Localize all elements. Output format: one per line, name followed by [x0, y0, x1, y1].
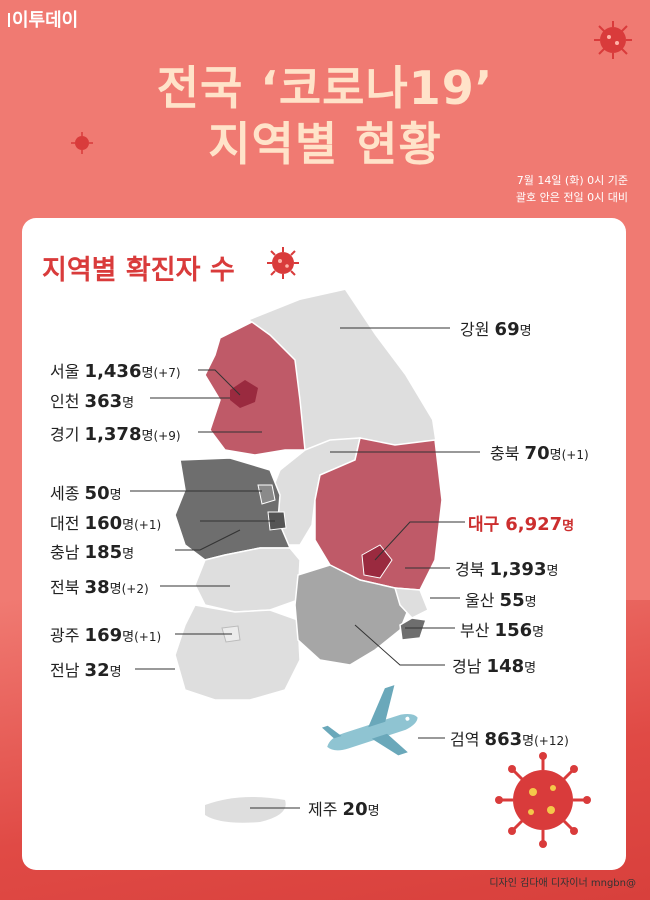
label-incheon: 인천 363명 — [50, 391, 135, 412]
page-title-line2: 지역별 현황 — [208, 117, 442, 171]
label-jeonbuk: 전북 38명(+2) — [50, 577, 149, 598]
label-gyeonggi: 경기 1,378명(+9) — [50, 424, 181, 445]
label-ulsan: 울산 55명 — [465, 590, 537, 611]
label-jeju: 제주 20명 — [308, 799, 380, 820]
leader-line — [374, 521, 465, 561]
basis-note: 7월 14일 (화) 0시 기준 괄호 안은 전일 0시 대비 — [516, 172, 628, 206]
region-jeju — [205, 796, 286, 823]
label-gyeongbuk: 경북 1,393명 — [455, 559, 559, 580]
region-ulsan — [393, 587, 429, 619]
label-daegu: 대구 6,927명 — [468, 514, 575, 535]
basis-date: 7월 14일 (화) 0시 기준 — [516, 174, 628, 187]
brand-logo: 이투데이 — [8, 6, 78, 32]
region-sejong — [257, 484, 276, 505]
basis-comparison: 괄호 안은 전일 0시 대비 — [515, 191, 628, 204]
credit-text: 디자인 김다애 디자이너 mngbn@ — [489, 878, 636, 889]
region-daejeon — [267, 511, 287, 531]
label-chungbuk: 충북 70명(+1) — [490, 443, 589, 464]
region-seoul — [230, 380, 258, 408]
leader-line — [354, 624, 445, 666]
label-gwangju: 광주 169명(+1) — [50, 625, 162, 646]
leader-line — [198, 369, 241, 396]
label-busan: 부산 156명 — [460, 620, 545, 641]
region-jeonnam — [174, 604, 301, 701]
airplane-icon — [321, 685, 418, 756]
region-chungnam — [174, 457, 292, 561]
label-daejeon: 대전 160명(+1) — [50, 513, 162, 534]
region-gyeongnam — [294, 564, 411, 666]
label-quarantine: 검역 863명(+12) — [450, 729, 569, 750]
label-chungnam: 충남 185명 — [50, 542, 135, 563]
virus-icon — [267, 247, 299, 279]
label-jeonnam: 전남 32명 — [50, 660, 122, 681]
label-gangwon: 강원 69명 — [460, 319, 532, 340]
virus-icon — [495, 752, 591, 848]
section-title: 지역별 확진자 수 — [42, 255, 235, 286]
label-sejong: 세종 50명 — [50, 483, 122, 504]
page-title-line1: 전국 ‘코로나19’ — [156, 61, 494, 115]
region-gangwon — [250, 290, 435, 450]
leader-line — [175, 529, 241, 551]
region-daegu — [361, 544, 393, 579]
label-seoul: 서울 1,436명(+7) — [50, 361, 181, 382]
label-gyeongnam: 경남 148명 — [452, 656, 537, 677]
region-busan — [399, 617, 427, 641]
